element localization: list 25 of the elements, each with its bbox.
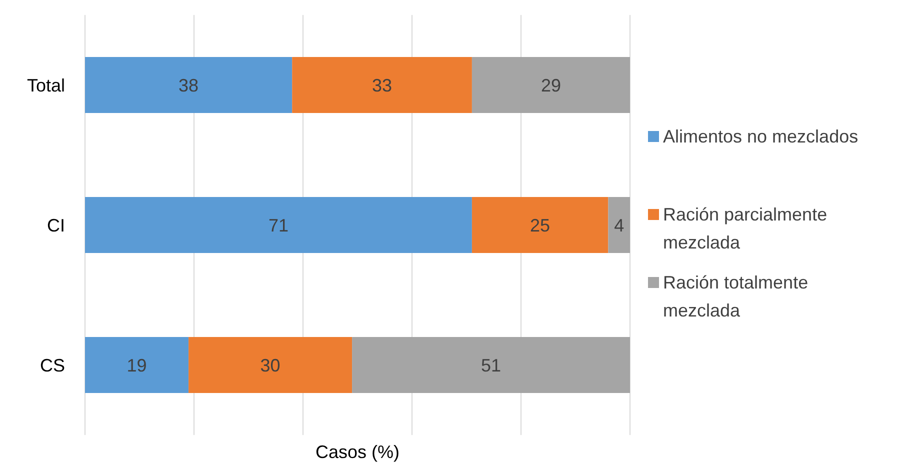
data-label: 38 xyxy=(178,75,199,96)
bar xyxy=(188,337,352,393)
bar xyxy=(292,57,472,113)
bar xyxy=(472,197,608,253)
legend-label: Ración totalmente mezclada xyxy=(663,272,808,320)
bar xyxy=(85,57,292,113)
y-tick-label: CI xyxy=(47,215,65,236)
data-label: 4 xyxy=(614,215,624,236)
y-tick-label: Total xyxy=(26,75,65,96)
legend-label: Ración parcialmente mezclada xyxy=(663,204,828,252)
data-label: 51 xyxy=(481,355,502,376)
data-label: 30 xyxy=(260,355,280,376)
y-tick-label: CS xyxy=(40,355,65,376)
x-axis-title: Casos (%) xyxy=(315,442,400,462)
data-label: 25 xyxy=(530,215,550,236)
data-label: 29 xyxy=(540,75,561,96)
bar xyxy=(472,57,630,113)
bar xyxy=(85,197,472,253)
data-label: 33 xyxy=(372,75,392,96)
data-label: 19 xyxy=(126,355,147,376)
bar xyxy=(608,197,630,253)
bar xyxy=(352,337,630,393)
bar xyxy=(85,337,189,393)
legend-label: Alimentos no mezclados xyxy=(663,126,858,146)
data-label: 71 xyxy=(268,215,288,236)
